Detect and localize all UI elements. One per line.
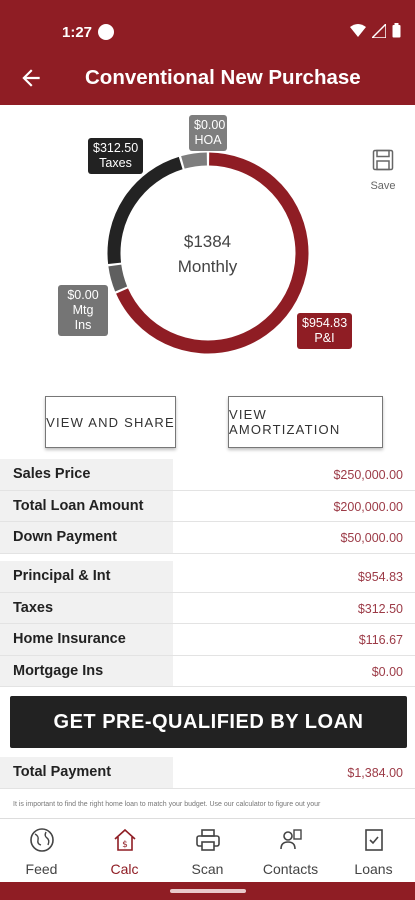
nav-label-calc: Calc <box>110 861 139 877</box>
nav-item-loans[interactable]: Loans <box>332 819 415 882</box>
row-label: Principal & Int <box>13 568 111 584</box>
app-bar: Conventional New Purchase <box>0 55 415 105</box>
nav-item-contacts[interactable]: Contacts <box>249 819 332 882</box>
row-value: $954.83 <box>357 570 403 584</box>
table-row: Mortgage Ins $0.00 <box>0 655 415 687</box>
donut-slice-hoa <box>181 152 208 169</box>
table-row: Total Loan Amount $200,000.00 <box>0 490 415 522</box>
save-icon <box>372 149 394 171</box>
app-notification-icon <box>98 24 114 40</box>
donut-chart <box>107 152 309 354</box>
payment-table: Principal & Int $954.83 Taxes $312.50 Ho… <box>0 561 415 687</box>
globe-icon <box>29 828 54 852</box>
cellular-icon <box>372 23 386 38</box>
save-button[interactable]: Save <box>366 149 400 192</box>
printer-icon <box>195 829 220 851</box>
callout-mtg-ins: $0.00 Mtg Ins <box>58 285 108 336</box>
nav-item-scan[interactable]: Scan <box>166 819 249 882</box>
table-row: Principal & Int $954.83 <box>0 561 415 593</box>
loan-table: Sales Price $250,000.00 Total Loan Amoun… <box>0 459 415 554</box>
callout-hoa-amount: $0.00 <box>194 118 226 132</box>
callout-mtg-name: Mtg Ins <box>72 303 94 332</box>
total-label: Total Payment <box>13 764 112 780</box>
total-table: Total Payment $1,384.00 <box>0 757 415 789</box>
home-indicator <box>170 889 246 893</box>
callout-taxes-name: Taxes <box>99 156 132 170</box>
row-label: Sales Price <box>13 466 91 482</box>
total-value: $1,384.00 <box>347 766 403 780</box>
row-label: Mortgage Ins <box>13 662 104 679</box>
nav-label-feed: Feed <box>25 861 58 877</box>
row-value: $312.50 <box>357 601 403 616</box>
nav-item-feed[interactable]: Feed <box>0 819 83 882</box>
callout-hoa: $0.00 HOA <box>189 115 227 151</box>
row-label: Total Loan Amount <box>13 497 144 514</box>
battery-icon <box>392 23 401 38</box>
row-value: $200,000.00 <box>333 499 403 514</box>
callout-pi-amount: $954.83 <box>302 316 348 330</box>
row-value: $0.00 <box>371 664 403 679</box>
gesture-bar <box>0 882 415 900</box>
nav-item-calc[interactable]: $ Calc <box>83 819 166 882</box>
page-title: Conventional New Purchase <box>85 66 361 89</box>
nav-label-scan: Scan <box>191 861 224 877</box>
monthly-total: $1384 <box>183 232 232 251</box>
contacts-icon <box>279 829 302 850</box>
calculator-house-icon: $ <box>113 828 136 851</box>
nav-label-loans: Loans <box>354 861 393 877</box>
callout-taxes: $312.50 Taxes <box>88 138 143 174</box>
donut-slice-p-i <box>116 152 309 354</box>
table-row: Taxes $312.50 <box>0 592 415 624</box>
wifi-icon <box>350 23 366 37</box>
row-label: Down Payment <box>13 529 117 545</box>
row-label: Home Insurance <box>13 631 126 647</box>
row-label: Taxes <box>13 599 54 616</box>
view-amortization-button[interactable]: VIEW AMORTIZATION <box>228 396 383 448</box>
save-label: Save <box>370 180 396 192</box>
callout-pi-name: P&I <box>314 331 335 345</box>
donut-slice-mtg-ins <box>108 264 128 292</box>
table-row: Home Insurance $116.67 <box>0 624 415 656</box>
callout-taxes-amount: $312.50 <box>93 141 139 155</box>
callout-pi: $954.83 P&I <box>297 313 352 349</box>
row-value: $250,000.00 <box>333 468 403 482</box>
total-row: Total Payment $1,384.00 <box>0 757 415 789</box>
row-value: $116.67 <box>358 633 403 647</box>
callout-mtg-amount: $0.00 <box>67 288 99 302</box>
document-check-icon <box>364 829 383 851</box>
status-time: 1:27 <box>62 24 93 41</box>
status-bar: 1:27 <box>0 0 415 60</box>
disclaimer-text: It is important to find the right home l… <box>13 801 321 808</box>
bottom-navigation: Feed $ Calc Scan Contacts Loans <box>0 818 415 882</box>
table-row: Sales Price $250,000.00 <box>0 459 415 491</box>
payment-chart: $0.00 HOA $312.50 Taxes $0.00 Mtg Ins $9… <box>0 105 415 390</box>
row-value: $50,000.00 <box>340 531 403 545</box>
callout-hoa-name: HOA <box>194 133 222 147</box>
monthly-label: Monthly <box>177 257 238 276</box>
get-prequalified-button[interactable]: GET PRE-QUALIFIED BY LOAN <box>10 696 407 748</box>
svg-text:$: $ <box>122 840 128 850</box>
nav-label-contacts: Contacts <box>262 861 319 877</box>
table-row: Down Payment $50,000.00 <box>0 522 415 554</box>
back-arrow-icon[interactable] <box>18 65 44 91</box>
donut-slice-taxes <box>107 156 183 265</box>
view-and-share-button[interactable]: VIEW AND SHARE <box>45 396 176 448</box>
